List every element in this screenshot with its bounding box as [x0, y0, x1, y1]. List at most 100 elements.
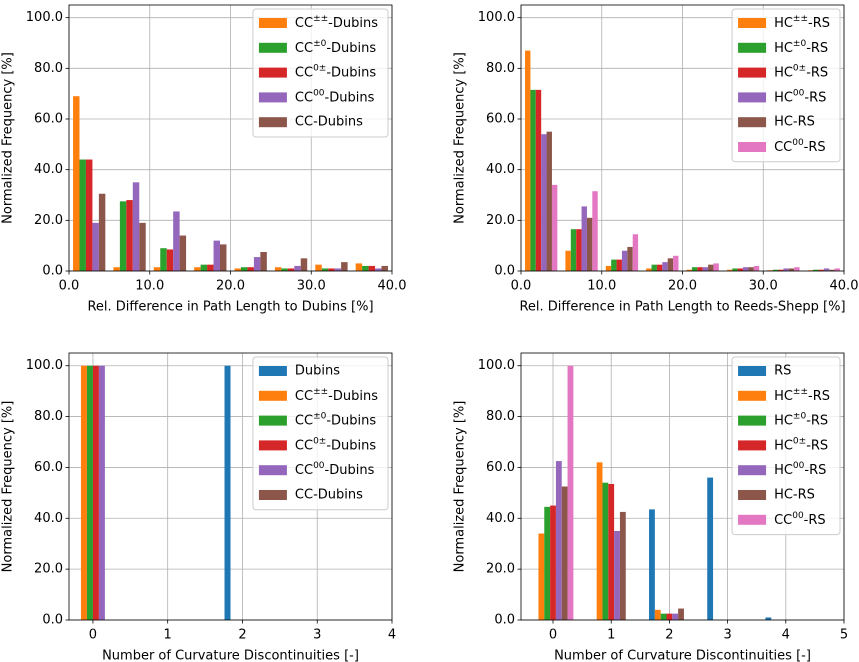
bar [530, 89, 536, 271]
legend-swatch [258, 67, 287, 78]
x-tick-label: 5 [840, 628, 848, 643]
x-tick-label: 0 [549, 628, 557, 643]
bar [576, 229, 582, 271]
bar [92, 222, 99, 271]
bar [823, 268, 830, 271]
bar [660, 613, 667, 620]
bar [666, 613, 673, 620]
legend-swatch [738, 42, 767, 53]
bar [132, 182, 140, 271]
bar [240, 267, 248, 271]
x-axis-label: Rel. Difference in Path Length to Dubins… [87, 300, 373, 315]
bar [829, 269, 835, 271]
bar [605, 265, 612, 271]
bar [602, 482, 609, 620]
legend-swatch [258, 18, 287, 28]
legend-swatch [258, 42, 287, 53]
bar [80, 365, 87, 620]
bar [274, 267, 282, 271]
legend-label: HC±0-RS [774, 411, 828, 428]
bar [707, 477, 714, 620]
bar [686, 269, 692, 271]
bar [119, 201, 127, 271]
y-tick-label: 40.0 [486, 162, 515, 177]
bar [253, 257, 261, 271]
y-tick-label: 80.0 [34, 409, 63, 424]
legend-swatch [258, 117, 287, 128]
bar [153, 267, 161, 271]
bar [772, 269, 779, 271]
bar [667, 258, 674, 271]
bar [614, 531, 620, 620]
axes-frame [520, 352, 845, 621]
legend-swatch [738, 142, 767, 152]
bar [632, 234, 639, 271]
bar [79, 159, 86, 271]
x-tick-label: 3 [723, 628, 731, 643]
bar [287, 268, 295, 271]
legend-swatch [738, 390, 767, 401]
y-tick-label: 100.0 [478, 358, 515, 373]
x-tick-label: 1 [164, 628, 172, 643]
bar [86, 365, 93, 620]
y-tick-label: 40.0 [34, 162, 63, 177]
bar [224, 365, 231, 620]
bar [234, 268, 241, 271]
y-tick-label: 60.0 [486, 460, 515, 475]
bar [207, 264, 214, 271]
y-tick-label: 40.0 [486, 511, 515, 526]
y-tick-label: 20.0 [34, 213, 63, 228]
legend-label: HC-RS [774, 488, 815, 503]
bar [362, 265, 369, 271]
legend: Dubins CC±±-Dubins CC±0-Dubins CC0±-Dubins C… [252, 356, 389, 511]
bar [541, 134, 547, 271]
bar [596, 462, 603, 620]
bar [732, 268, 738, 271]
legend-label: CC00-RS [774, 138, 826, 155]
bar [570, 229, 577, 271]
bar [113, 267, 120, 271]
bar [708, 264, 714, 271]
bar [160, 248, 167, 271]
legend-label: HC0±-RS [774, 436, 828, 453]
bar [646, 268, 652, 271]
bar [608, 483, 615, 620]
y-tick-label: 100.0 [26, 10, 63, 25]
bar [294, 265, 301, 271]
x-tick-label: 4 [782, 628, 790, 643]
bar [581, 206, 587, 271]
bar [586, 217, 593, 271]
bar [381, 265, 388, 271]
bar [375, 268, 382, 271]
x-tick-label: 40.0 [378, 279, 407, 294]
x-tick-label: 40.0 [830, 279, 859, 294]
legend-label: HC00-RS [774, 88, 826, 105]
x-axis-label: Number of Curvature Discontinuities [-] [554, 649, 811, 662]
legend-label: CC-Dubins [295, 488, 363, 503]
bar [778, 269, 784, 271]
legend: HC±±-RS HC±0-RS HC0±-RS HC00-RS HC-RS CC00-RS [731, 8, 841, 163]
legend-swatch [738, 92, 767, 103]
bar [98, 193, 106, 271]
legend-swatch [258, 490, 287, 500]
legend-box [252, 8, 389, 138]
bar [561, 486, 568, 620]
bar [281, 268, 288, 271]
bar [341, 262, 348, 271]
legend-label: HC±±-RS [774, 386, 830, 403]
x-tick-label: 0 [89, 628, 97, 643]
bar [619, 511, 626, 620]
legend-swatch [738, 415, 767, 426]
bar [535, 89, 542, 271]
legend-swatch [738, 490, 767, 500]
bar [743, 267, 749, 271]
bar [651, 264, 657, 271]
y-axis-label: Normalized Frequency [%] [1, 401, 16, 573]
x-tick-label: 10.0 [135, 279, 164, 294]
bar [691, 267, 698, 271]
x-tick-label: 20.0 [668, 279, 697, 294]
bar [315, 264, 322, 271]
legend-label: RS [774, 364, 791, 379]
legend-label: HC0±-RS [774, 63, 828, 80]
